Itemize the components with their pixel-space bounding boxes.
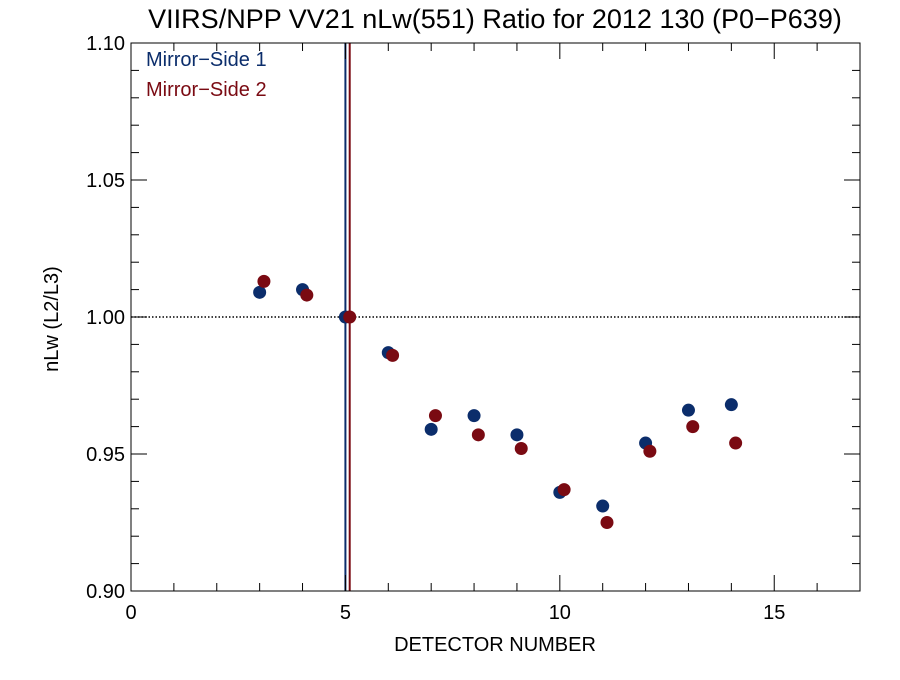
data-point-series-1 bbox=[467, 409, 481, 423]
data-points bbox=[253, 274, 743, 529]
legend-item-mirror-side-2: Mirror−Side 2 bbox=[146, 79, 267, 101]
axis-ticks bbox=[130, 42, 861, 592]
data-point-series-2 bbox=[257, 274, 271, 288]
data-point-series-2 bbox=[428, 409, 442, 423]
data-point-series-1 bbox=[424, 422, 438, 436]
data-point-series-2 bbox=[643, 444, 657, 458]
data-point-series-2 bbox=[343, 310, 357, 324]
y-axis-label: nLw (L2/L3) bbox=[41, 266, 63, 372]
data-point-series-1 bbox=[724, 398, 738, 412]
data-point-series-2 bbox=[386, 348, 400, 362]
legend: Mirror−Side 1 Mirror−Side 2 bbox=[146, 49, 267, 101]
y-tick-label: 1.05 bbox=[86, 170, 125, 192]
data-point-series-1 bbox=[681, 403, 695, 417]
data-point-series-2 bbox=[471, 428, 485, 442]
data-point-series-2 bbox=[686, 420, 700, 434]
y-tick-label: 1.00 bbox=[86, 307, 125, 329]
data-point-series-1 bbox=[510, 428, 524, 442]
data-point-series-2 bbox=[729, 436, 743, 450]
data-point-series-2 bbox=[300, 288, 314, 302]
x-tick-label: 0 bbox=[125, 602, 136, 624]
axis-tick-labels: 0 5 10 15 0.90 0.95 1.00 1.05 1.10 bbox=[86, 33, 785, 624]
data-point-series-2 bbox=[557, 483, 571, 497]
data-point-series-2 bbox=[600, 516, 614, 529]
data-point-series-1 bbox=[596, 499, 610, 513]
x-tick-label: 5 bbox=[340, 602, 351, 624]
x-tick-label: 10 bbox=[549, 602, 571, 624]
legend-item-mirror-side-1: Mirror−Side 1 bbox=[146, 49, 267, 71]
y-tick-label: 0.95 bbox=[86, 444, 125, 466]
chart-title: VIIRS/NPP VV21 nLw(551) Ratio for 2012 1… bbox=[148, 4, 842, 34]
y-tick-label: 1.10 bbox=[86, 33, 125, 55]
data-point-series-1 bbox=[253, 285, 267, 299]
data-point-series-2 bbox=[514, 442, 528, 456]
x-axis-label: DETECTOR NUMBER bbox=[394, 634, 596, 656]
x-tick-label: 15 bbox=[763, 602, 785, 624]
y-tick-label: 0.90 bbox=[86, 581, 125, 603]
